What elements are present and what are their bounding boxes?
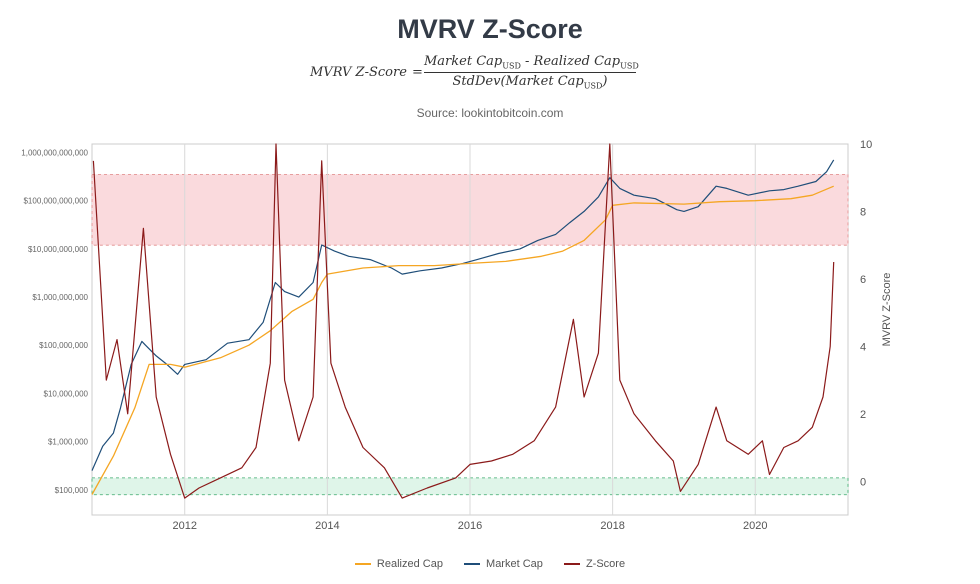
legend-swatch-zscore	[563, 563, 580, 566]
right-tick-label: 8	[860, 206, 866, 218]
legend-label-realized: Realized Cap	[376, 558, 443, 570]
left-tick-label: $1,000,000	[48, 438, 89, 447]
right-axis-ticks: 0 2 4 6 8 10	[860, 139, 872, 488]
x-tick-label-2016: 2016	[458, 520, 482, 532]
series-line-z-score	[92, 143, 835, 499]
series-line-market-cap	[91, 159, 835, 471]
page-title: MVRV Z-Score	[397, 14, 583, 44]
formula-num-b-sub: USD	[620, 61, 639, 71]
right-tick-label: 2	[860, 409, 866, 421]
right-tick-label: 4	[860, 341, 866, 353]
formula: MVRV Z-Score = Market CapUSD - Realized …	[300, 54, 680, 94]
legend: Realized Cap Market Cap Z-Score	[0, 558, 980, 570]
formula-den-a: StdDev(Market Cap	[452, 73, 584, 89]
formula-num-b: Realized Cap	[533, 54, 621, 69]
legend-swatch-market	[464, 563, 481, 566]
right-tick-label: 6	[860, 274, 866, 286]
left-tick-label: $100,000,000,000	[23, 197, 88, 206]
left-tick-label: $100,000	[55, 486, 89, 495]
series-lines	[91, 143, 835, 499]
legend-item-zscore[interactable]: Z-Score	[563, 558, 626, 570]
left-axis-ticks: $100,000 $1,000,000 $10,000,000 $100,000,00…	[21, 148, 88, 494]
legend-swatch-realized	[354, 563, 371, 566]
left-tick-label: $1,000,000,000	[32, 293, 88, 302]
formula-num-a: Market Cap	[424, 54, 503, 69]
formula-lhs: MVRV Z-Score	[310, 65, 407, 80]
x-tick-label-2020: 2020	[743, 520, 767, 532]
left-tick-label: $10,000,000,000	[28, 245, 89, 254]
legend-label-zscore: Z-Score	[585, 558, 626, 570]
formula-fraction: Market CapUSD - Realized CapUSD StdDev(M…	[424, 54, 639, 91]
right-tick-label: 0	[860, 476, 866, 488]
formula-den-b: )	[602, 73, 608, 89]
x-tick-label-2012: 2012	[172, 520, 196, 532]
formula-denominator: StdDev(Market CapUSD)	[424, 73, 636, 91]
legend-item-market[interactable]: Market Cap	[464, 558, 543, 570]
legend-item-realized[interactable]: Realized Cap	[354, 558, 443, 570]
right-tick-label: 10	[860, 139, 872, 151]
left-tick-label: 1,000,000,000,000	[21, 148, 88, 157]
formula-num-a-sub: USD	[502, 61, 521, 71]
left-tick-label: $10,000,000	[44, 389, 89, 398]
x-tick-label-2014: 2014	[315, 520, 339, 532]
legend-label-market: Market Cap	[486, 558, 543, 570]
x-tick-label-2018: 2018	[600, 520, 624, 532]
series-line-realized-cap	[91, 185, 834, 495]
source-text: Source: lookintobitcoin.com	[416, 106, 564, 120]
formula-num-op: -	[520, 54, 534, 69]
formula-numerator: Market CapUSD - Realized CapUSD	[424, 54, 639, 73]
formula-equals: =	[412, 65, 423, 80]
formula-den-a-sub: USD	[583, 81, 603, 91]
left-tick-label: $100,000,000	[39, 341, 88, 350]
x-axis-ticks: 2012 2014 2016 2018 2020	[172, 520, 767, 532]
right-axis-label: MVRV Z-Score	[881, 273, 893, 347]
